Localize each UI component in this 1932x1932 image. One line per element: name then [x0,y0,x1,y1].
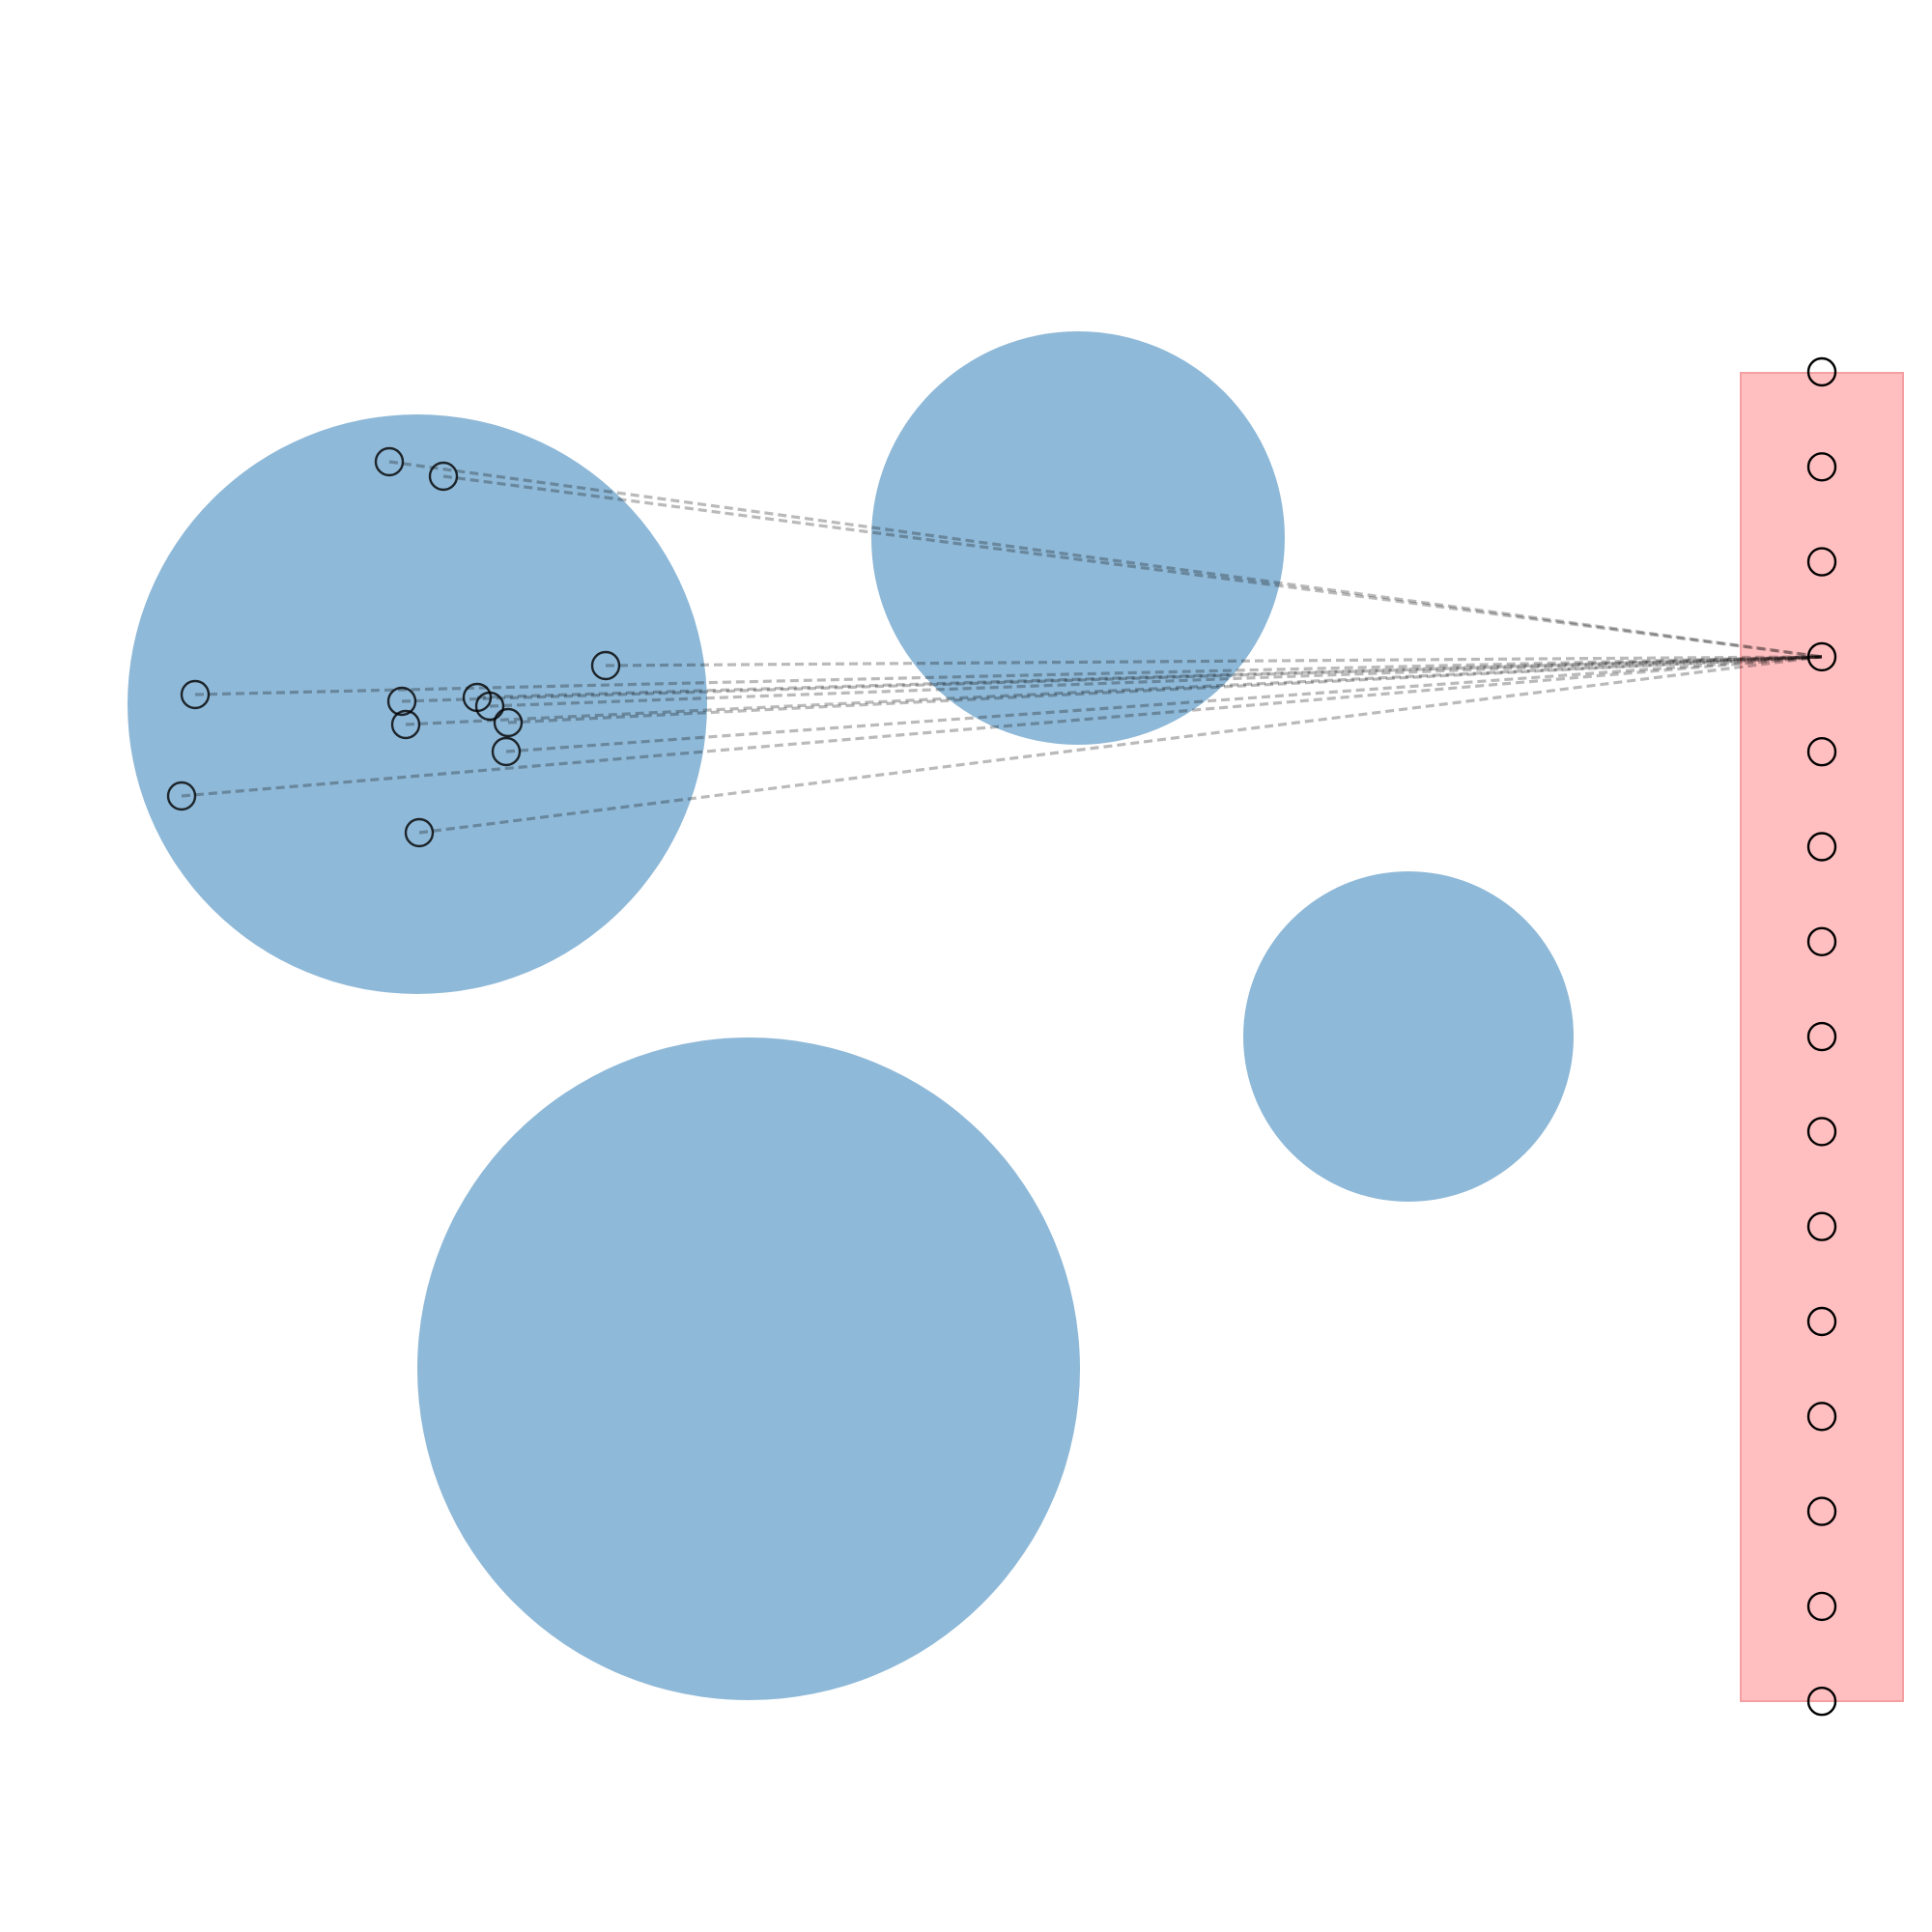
cluster-node-4 [180,679,211,710]
column-node-13 [1806,1496,1837,1526]
column-node-2 [1806,452,1837,482]
cluster-circle-1 [128,414,707,994]
column-node-9 [1806,1117,1837,1147]
column-node-6 [1806,832,1837,862]
column-node-4 [1806,641,1837,672]
column-node-11 [1806,1306,1837,1337]
column-layer [1740,372,1904,1702]
cluster-node-3 [590,650,621,681]
column-node-3 [1806,547,1837,577]
link-n10 [505,655,1823,753]
column-node-14 [1806,1591,1837,1622]
cluster-node-1 [374,446,405,477]
link-n5 [401,655,1823,703]
cluster-node-9 [493,707,524,738]
column-band [1740,372,1904,1702]
cluster-circle-4 [417,1037,1080,1700]
column-node-15 [1806,1686,1837,1717]
link-n11 [181,655,1823,798]
column-node-10 [1806,1211,1837,1241]
cluster-circle-3 [1243,871,1574,1202]
cluster-node-11 [166,781,197,811]
column-node-12 [1806,1402,1837,1432]
clusters-layer [128,331,1574,1700]
link-n7 [489,655,1823,708]
link-n2 [442,474,1823,659]
link-n8 [405,655,1823,726]
link-n1 [388,460,1823,659]
link-n12 [418,655,1823,835]
nodes-layer [166,356,1837,1717]
column-node-8 [1806,1021,1837,1052]
column-node-1 [1806,356,1837,387]
cluster-node-5 [386,686,417,717]
cluster-node-8 [390,709,421,740]
cluster-circle-2 [871,331,1285,745]
link-n9 [507,655,1823,724]
cluster-node-10 [491,736,522,767]
column-node-7 [1806,926,1837,956]
cluster-node-2 [428,461,459,492]
links-layer [181,460,1823,835]
cluster-node-12 [404,817,435,848]
column-node-5 [1806,737,1837,767]
cluster-node-7 [474,691,505,722]
link-n6 [476,655,1823,699]
